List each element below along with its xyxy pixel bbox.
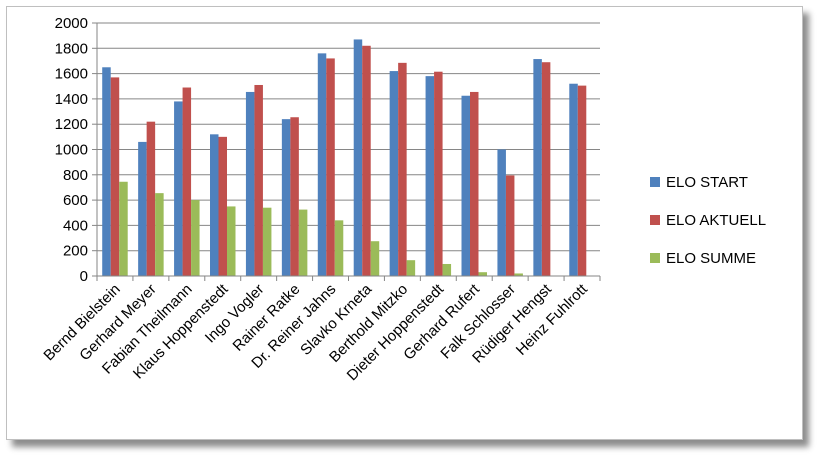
bar-elo-start <box>353 39 363 276</box>
bar-elo-summe <box>119 181 128 276</box>
bars <box>102 39 587 277</box>
bar-elo-aktuell <box>146 121 156 276</box>
bar-elo-summe <box>191 200 200 276</box>
bar-elo-start <box>425 76 435 276</box>
bar-elo-aktuell <box>254 84 263 276</box>
y-tick-label: 1800 <box>55 40 88 57</box>
legend-swatch <box>650 253 660 263</box>
bar-elo-start <box>497 149 506 276</box>
y-tick-label: 600 <box>63 192 88 209</box>
bar-elo-aktuell <box>290 117 299 277</box>
bar-elo-start <box>174 101 183 277</box>
bar-elo-aktuell <box>110 77 120 277</box>
bar-elo-aktuell <box>577 85 587 277</box>
bar-elo-aktuell <box>505 175 515 276</box>
legend-label: ELO AKTUELL <box>666 212 766 229</box>
y-tick-label: 200 <box>63 243 88 260</box>
bar-elo-summe <box>298 209 308 276</box>
bar-elo-start <box>102 67 111 277</box>
bar-elo-start <box>138 141 147 276</box>
legend-swatch <box>650 177 660 187</box>
bar-elo-summe <box>478 272 487 276</box>
y-tick-label: 0 <box>80 268 88 285</box>
bar-elo-aktuell <box>218 136 227 276</box>
bar-elo-start <box>461 95 470 276</box>
bar-elo-summe <box>262 207 272 276</box>
bar-elo-start <box>569 83 578 276</box>
bar-elo-start <box>281 119 291 276</box>
bar-elo-start <box>245 91 255 276</box>
legend-label: ELO SUMME <box>666 250 756 267</box>
bar-elo-summe <box>334 220 344 276</box>
legend-label: ELO START <box>666 174 748 191</box>
bar-elo-start <box>533 59 542 276</box>
bar-elo-aktuell <box>182 87 192 276</box>
bar-elo-aktuell <box>470 91 479 276</box>
y-tick-label: 1400 <box>55 91 88 108</box>
legend-swatch <box>650 215 660 225</box>
bar-elo-summe <box>155 193 164 276</box>
bar-elo-summe <box>514 273 523 276</box>
y-axis: 0 200 400 600 800 1000 1200 1400 1600 1800 2000 <box>55 15 98 285</box>
y-tick-label: 1200 <box>55 116 88 133</box>
bar-elo-summe <box>406 260 416 276</box>
bar-elo-summe <box>442 263 452 276</box>
bar-elo-summe <box>227 206 236 276</box>
y-tick-label: 1000 <box>55 142 88 159</box>
bar-elo-aktuell <box>362 45 371 276</box>
gridlines <box>97 22 600 277</box>
bar-elo-start <box>210 134 219 276</box>
bar-elo-aktuell <box>398 62 407 276</box>
legend: ELO START ELO AKTUELL ELO SUMME <box>650 174 766 267</box>
y-tick-label: 800 <box>63 167 88 184</box>
y-tick-label: 2000 <box>55 15 88 32</box>
bar-elo-start <box>317 53 327 276</box>
bar-elo-start <box>389 71 399 276</box>
y-tick-label: 400 <box>63 217 88 234</box>
y-tick-label: 1600 <box>55 66 88 83</box>
bar-elo-summe <box>370 241 380 276</box>
bar-elo-aktuell <box>541 62 551 277</box>
bar-elo-aktuell <box>326 58 335 276</box>
bar-elo-aktuell <box>434 71 443 276</box>
